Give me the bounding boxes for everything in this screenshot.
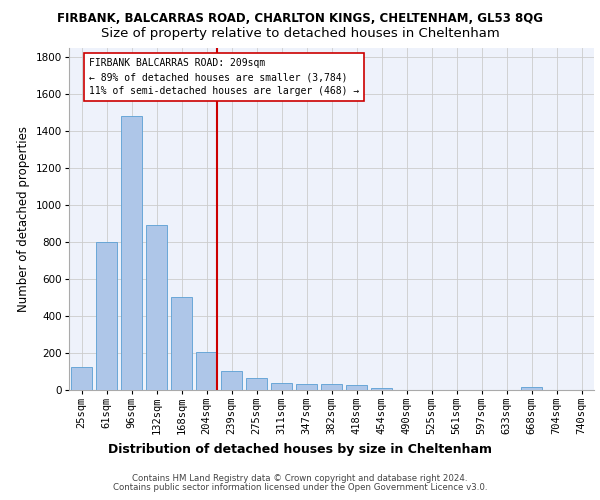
Bar bbox=[71, 367, 92, 390]
Bar bbox=[146, 225, 167, 390]
Bar bbox=[521, 387, 542, 390]
Bar bbox=[196, 352, 217, 390]
Bar bbox=[221, 370, 242, 390]
Text: Contains HM Land Registry data © Crown copyright and database right 2024.: Contains HM Land Registry data © Crown c… bbox=[132, 474, 468, 483]
Bar bbox=[271, 382, 292, 390]
Text: Contains public sector information licensed under the Open Government Licence v3: Contains public sector information licen… bbox=[113, 484, 487, 492]
Text: FIRBANK, BALCARRAS ROAD, CHARLTON KINGS, CHELTENHAM, GL53 8QG: FIRBANK, BALCARRAS ROAD, CHARLTON KINGS,… bbox=[57, 12, 543, 26]
Bar bbox=[346, 386, 367, 390]
Text: FIRBANK BALCARRAS ROAD: 209sqm
← 89% of detached houses are smaller (3,784)
11% : FIRBANK BALCARRAS ROAD: 209sqm ← 89% of … bbox=[89, 58, 359, 96]
Y-axis label: Number of detached properties: Number of detached properties bbox=[17, 126, 30, 312]
Text: Distribution of detached houses by size in Cheltenham: Distribution of detached houses by size … bbox=[108, 442, 492, 456]
Bar bbox=[296, 384, 317, 390]
Text: Size of property relative to detached houses in Cheltenham: Size of property relative to detached ho… bbox=[101, 28, 499, 40]
Bar bbox=[96, 242, 117, 390]
Bar bbox=[171, 298, 192, 390]
Bar bbox=[121, 116, 142, 390]
Bar bbox=[246, 378, 267, 390]
Bar bbox=[371, 388, 392, 390]
Bar bbox=[321, 384, 342, 390]
